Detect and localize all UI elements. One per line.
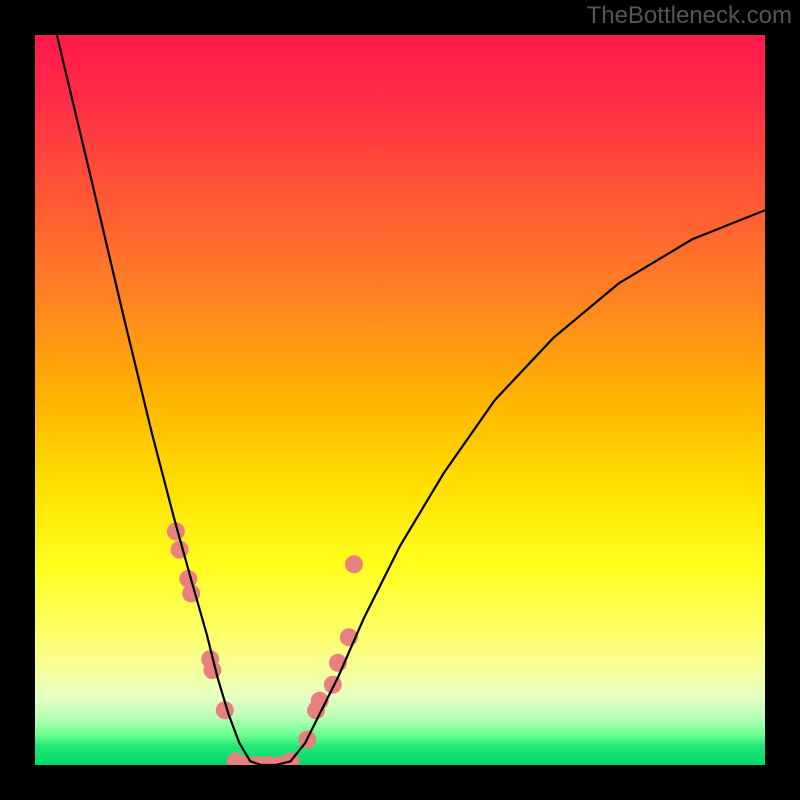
plot-area — [35, 35, 765, 765]
watermark-text: TheBottleneck.com — [587, 2, 792, 30]
scatter-marker — [171, 541, 189, 559]
bottleneck-curve — [57, 35, 765, 765]
scatter-markers — [167, 522, 363, 765]
scatter-marker — [345, 555, 363, 573]
chart-frame: TheBottleneck.com — [0, 0, 800, 800]
scatter-marker — [324, 676, 342, 694]
scatter-marker — [203, 661, 221, 679]
chart-overlay — [35, 35, 765, 765]
